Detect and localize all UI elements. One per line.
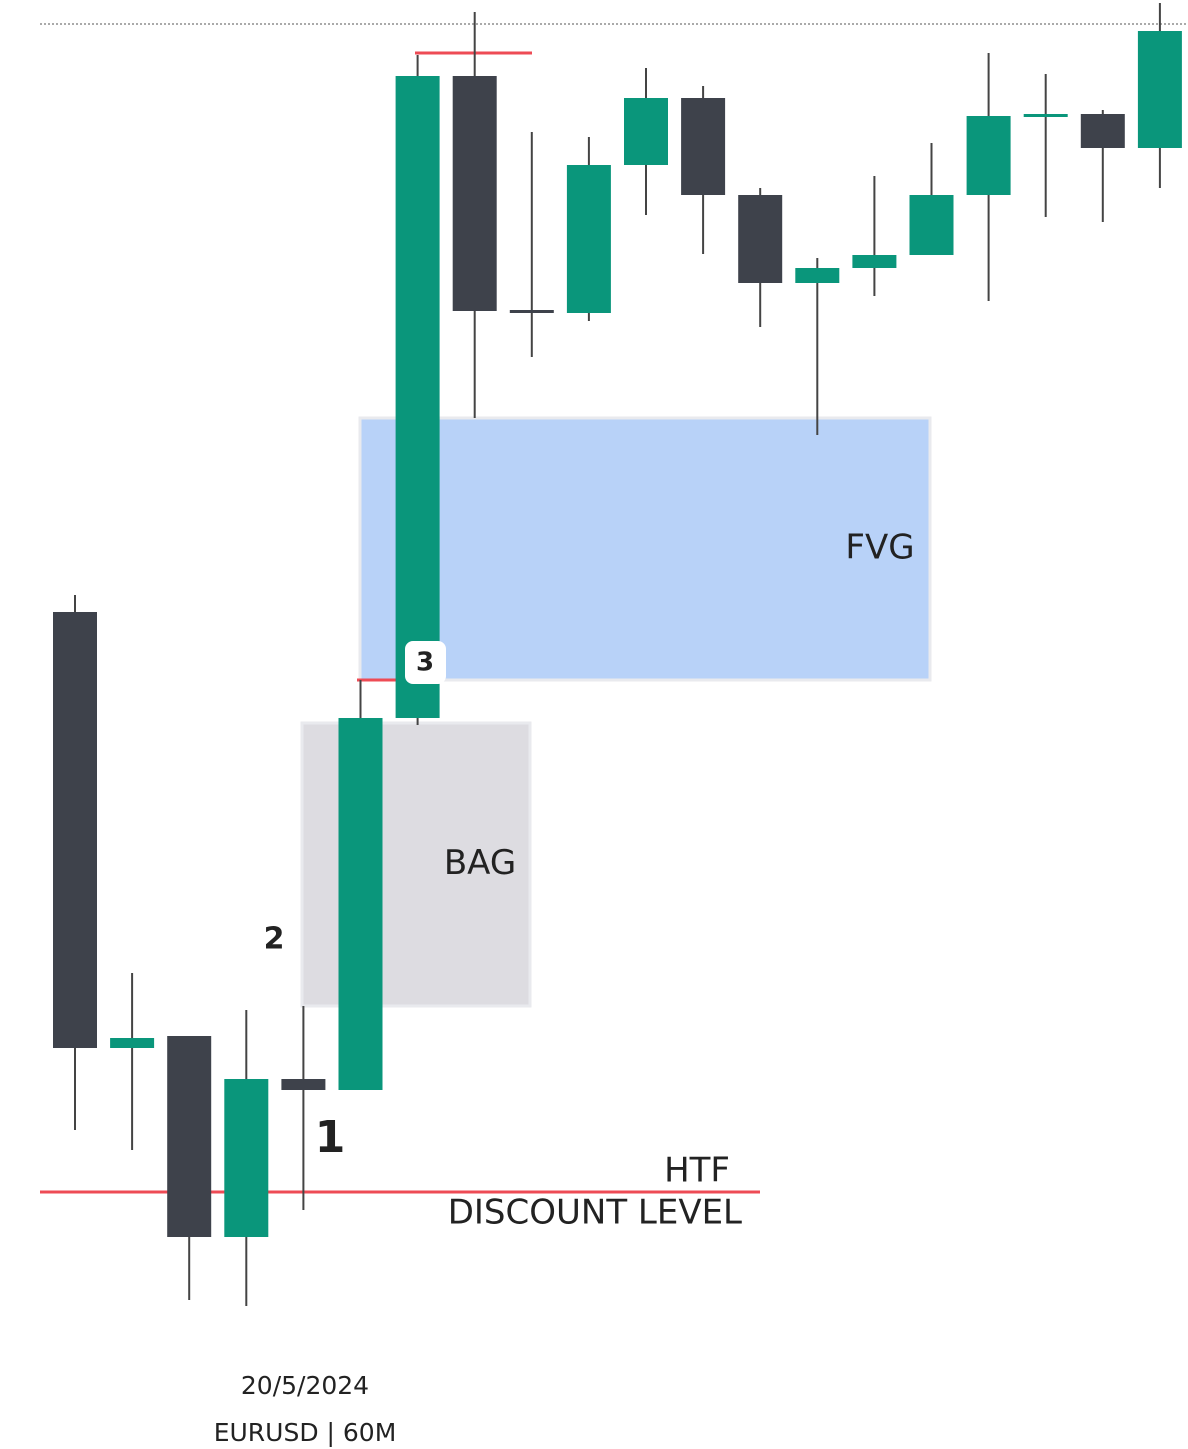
candle-body xyxy=(53,612,97,1048)
candle-body xyxy=(852,255,897,268)
candle-body xyxy=(338,718,383,1090)
annotation: 1 xyxy=(315,1112,346,1163)
zone-label: FVG xyxy=(845,528,914,568)
footer-text: 20/5/2024 xyxy=(241,1371,369,1400)
candle-body xyxy=(224,1079,269,1237)
zone xyxy=(358,416,932,682)
candle-body xyxy=(966,116,1011,195)
candles xyxy=(53,3,1182,1306)
zones: FVG BAG xyxy=(40,51,932,1194)
candle-body xyxy=(1023,114,1068,117)
candle-body xyxy=(167,1036,212,1237)
candle-body xyxy=(281,1079,326,1090)
level-label: HTF xyxy=(664,1151,730,1191)
zone-label: BAG xyxy=(444,843,516,883)
candle-body xyxy=(624,98,668,165)
candle-body xyxy=(909,195,954,255)
candle-body xyxy=(110,1038,155,1048)
candle-body xyxy=(1080,114,1125,148)
annotation: 3 xyxy=(416,648,434,678)
candle-body xyxy=(452,76,497,311)
level-label: DISCOUNT LEVEL xyxy=(448,1193,742,1233)
candle-body xyxy=(1137,31,1182,148)
candle-body xyxy=(509,310,554,313)
candle-body xyxy=(795,268,840,283)
footer-text: EURUSD | 60M xyxy=(214,1418,397,1447)
candle-body xyxy=(738,195,783,283)
annotation-box xyxy=(405,641,446,684)
candle-body xyxy=(566,165,611,313)
candle-body xyxy=(681,98,726,195)
annotation: 2 xyxy=(264,922,285,957)
candle-body xyxy=(395,76,440,718)
